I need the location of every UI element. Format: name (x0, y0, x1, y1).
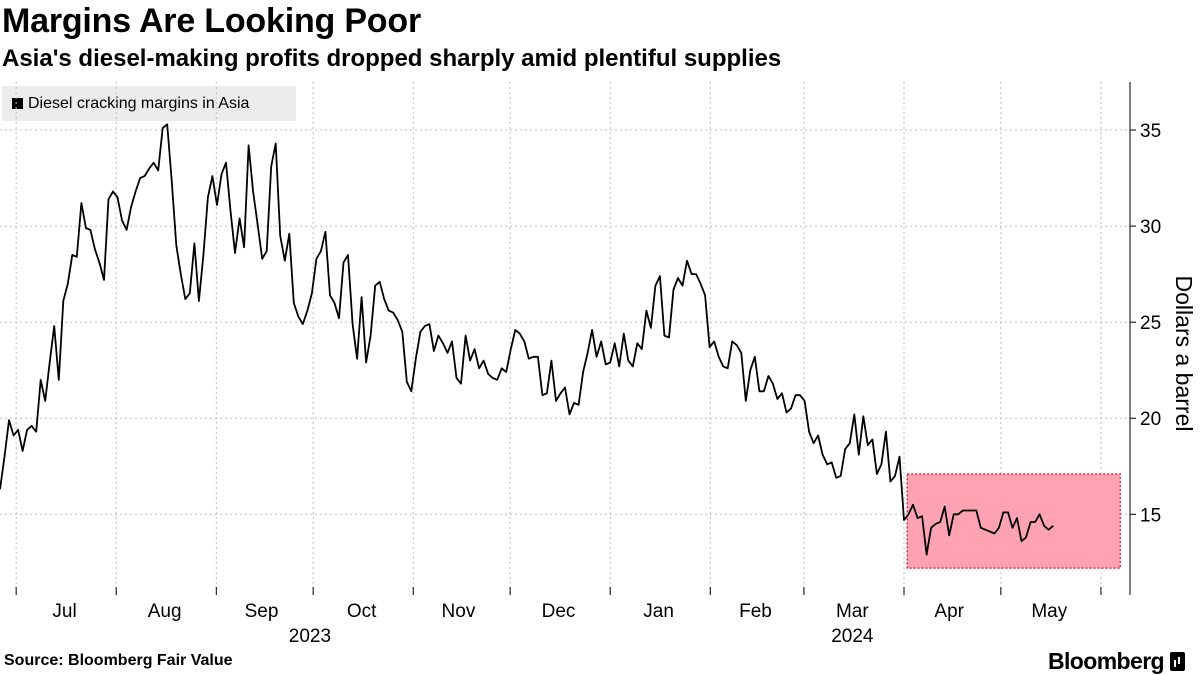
y-tick-label: 20 (1140, 409, 1161, 430)
y-axis-title: Dollars a barrel (1171, 276, 1197, 432)
legend: Diesel cracking margins in Asia (2, 86, 296, 121)
y-tick-label: 15 (1140, 505, 1161, 526)
bloomberg-mark-icon (1170, 652, 1185, 671)
x-month-label: Mar (836, 601, 869, 622)
x-month-label: Apr (934, 601, 964, 622)
source-note: Source: Bloomberg Fair Value (4, 652, 233, 669)
x-month-label: May (1031, 601, 1067, 622)
x-year-label: 2024 (831, 626, 874, 647)
x-month-label: Aug (148, 601, 182, 622)
x-month-label: Dec (542, 601, 576, 622)
series-layer (0, 123, 1054, 556)
y-tick-label: 25 (1140, 313, 1161, 334)
legend-swatch (12, 98, 23, 109)
x-year-label: 2023 (289, 626, 331, 647)
highlight-region (906, 473, 1122, 569)
x-month-label: Nov (442, 601, 476, 622)
y-tick-label: 30 (1140, 217, 1161, 238)
x-month-label: Jul (52, 601, 76, 622)
chart-subtitle: Asia's diesel-making profits dropped sha… (2, 45, 782, 72)
legend-label: Diesel cracking margins in Asia (28, 94, 250, 112)
x-month-label: Jan (643, 601, 674, 622)
x-month-label: Sep (245, 601, 279, 622)
bloomberg-logo: Bloomberg (1048, 648, 1185, 675)
chart-title: Margins Are Looking Poor (2, 2, 421, 40)
brand-text: Bloomberg (1048, 648, 1165, 674)
y-tick-label: 35 (1140, 121, 1161, 142)
axes: 15 20 25 30 35 Jul Aug Sep Oct Nov Dec Jan Feb Mar Apr… (15, 82, 1197, 647)
x-month-label: Oct (347, 601, 377, 622)
highlight-box (906, 473, 1122, 569)
series-line-diesel-margins (0, 123, 1054, 556)
gridlines (0, 82, 1130, 595)
x-month-label: Feb (739, 601, 772, 622)
